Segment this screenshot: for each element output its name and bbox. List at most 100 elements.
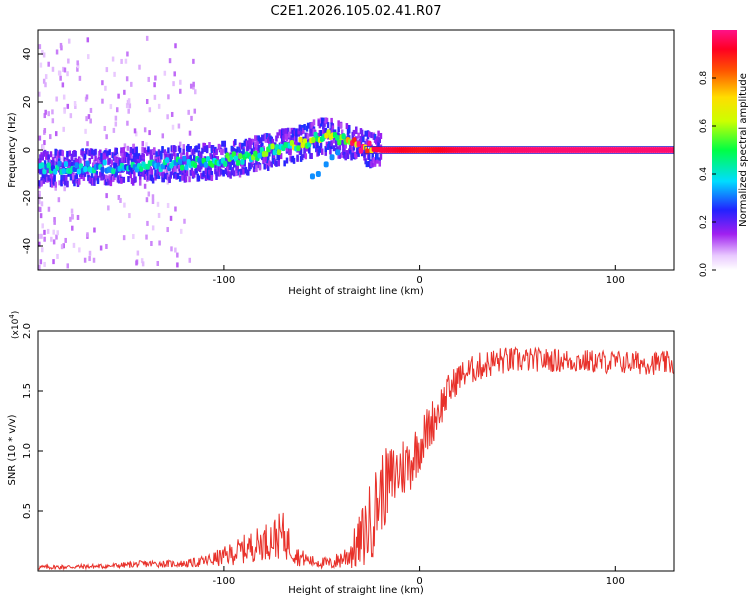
spectrogram-cell	[346, 152, 350, 159]
spectrogram-ridge-cell	[85, 160, 90, 167]
spectrogram-cell	[234, 139, 237, 146]
snr-ylabel: SNR (10 * v/v)	[7, 414, 18, 485]
spectrogram-cell	[376, 136, 379, 143]
spectrogram-noise-cell	[104, 85, 107, 91]
spectrogram-ridge-cell	[238, 153, 243, 160]
spectrogram-cell	[202, 170, 205, 177]
spectrogram-noise-cell	[138, 64, 141, 70]
spectrogram-cell	[316, 145, 319, 152]
spectrogram-noise-cell	[132, 234, 135, 240]
spectrogram-noise-cell	[114, 121, 118, 127]
spectrogram-cell	[110, 159, 114, 166]
spectrogram-noise-cell	[87, 54, 90, 60]
spectrogram-cell	[47, 174, 50, 181]
spectrogram-cell	[49, 172, 53, 179]
spectrogram-cell	[95, 170, 99, 177]
spectrogram-noise-cell	[176, 262, 179, 268]
spectrogram-ridge-cell	[40, 162, 45, 169]
spectrogram-ridge-cell	[233, 155, 239, 162]
spectrogram-noise-cell	[89, 118, 92, 124]
spectrogram-cell	[178, 147, 182, 154]
spectrogram-noise-cell	[89, 107, 93, 113]
spectrogram-noise-cell	[53, 217, 56, 223]
spectrogram-branch-cell	[309, 173, 315, 180]
spectrogram-cell	[319, 129, 323, 136]
spectrogram-cell	[154, 169, 157, 176]
spectrogram-cell	[207, 164, 210, 171]
spectrogram-cell	[285, 157, 289, 164]
spectrogram-noise-cell	[46, 228, 50, 234]
spectrogram-cell	[295, 136, 298, 143]
spectrogram-cell	[268, 150, 271, 157]
spectrogram-cell	[174, 165, 177, 172]
spectrogram-noise-cell	[56, 230, 59, 236]
spectrogram-cell	[298, 124, 302, 131]
spectrogram-ridge-cell	[337, 139, 342, 146]
spectrogram-cell	[90, 148, 94, 155]
spectrogram-noise-cell	[194, 89, 197, 95]
spectrogram-cell	[185, 151, 189, 158]
spectrogram-cell	[357, 150, 360, 157]
spectrogram-noise-cell	[99, 245, 103, 251]
spectrogram-cell	[286, 127, 290, 134]
spectrogram-cell	[41, 154, 45, 161]
spectrogram-noise-cell	[83, 257, 87, 263]
spectrogram-noise-cell	[105, 243, 108, 249]
spectrogram-noise-cell	[119, 150, 123, 156]
spectrogram-noise-cell	[43, 140, 46, 146]
spectrogram-cell	[61, 150, 64, 157]
spectrogram-cell	[211, 145, 215, 152]
spectrogram-cell	[301, 154, 304, 161]
spectrogram-cell	[93, 176, 96, 183]
spectrogram-noise-cell	[93, 227, 96, 233]
spectrogram-noise-cell	[174, 247, 177, 253]
spectrogram-noise-cell	[190, 115, 193, 121]
spectrogram-noise-cell	[52, 154, 55, 160]
spectrogram-cell	[135, 152, 138, 159]
spectrogram-cell	[295, 141, 298, 148]
spectrogram-cell	[261, 142, 264, 149]
spectrogram-cell	[324, 127, 327, 134]
spectrogram-cell	[188, 176, 191, 183]
spectrogram-ytick-label: 0	[22, 147, 33, 153]
spectrogram-noise-cell	[183, 218, 186, 224]
spectrogram-cell	[131, 148, 135, 155]
spectrogram-cell	[47, 154, 50, 161]
spectrogram-cell	[148, 170, 151, 177]
spectrogram-noise-cell	[43, 236, 46, 242]
spectrogram-cell	[115, 147, 118, 154]
spectrogram-cell	[48, 159, 52, 166]
figure-title: C2E1.2026.105.02.41.R07	[270, 4, 441, 19]
spectrogram-noise-cell	[38, 264, 41, 270]
spectrogram-noise-cell	[192, 81, 195, 87]
spectrogram-cell	[318, 146, 322, 153]
spectrogram-cell	[252, 166, 256, 173]
spectrogram-noise-cell	[85, 94, 89, 100]
spectrogram-noise-cell	[179, 228, 183, 234]
spectrogram-cell	[200, 151, 203, 158]
spectrogram-noise-cell	[158, 240, 161, 246]
spectrogram-noise-cell	[135, 260, 138, 266]
spectrogram-cell	[299, 149, 303, 156]
spectrogram-cell	[53, 174, 56, 181]
spectrogram-cell	[370, 132, 373, 139]
spectrogram-cell	[153, 147, 156, 154]
spectrogram-cell	[219, 168, 223, 175]
spectrogram-noise-cell	[62, 126, 65, 132]
snr-line-group	[38, 346, 674, 571]
spectrogram-cell	[291, 131, 295, 138]
spectrogram-cell	[162, 176, 165, 183]
spectrogram-cell	[238, 147, 242, 154]
spectrogram-cell	[130, 158, 134, 165]
spectrogram-noise-cell	[38, 241, 41, 247]
spectrogram-noise-cell	[193, 108, 197, 114]
spectrogram-cell	[161, 146, 164, 153]
spectrogram-ridge-cell	[203, 161, 208, 168]
spectrogram-cell	[214, 162, 217, 169]
spectrogram-noise-cell	[128, 103, 132, 109]
spectrogram-cell	[231, 167, 235, 174]
spectrogram-cell	[50, 181, 54, 188]
spectrogram-cell	[271, 138, 275, 145]
spectrogram-noise-cell	[38, 199, 41, 205]
spectrogram-ridge-cell	[274, 144, 279, 151]
